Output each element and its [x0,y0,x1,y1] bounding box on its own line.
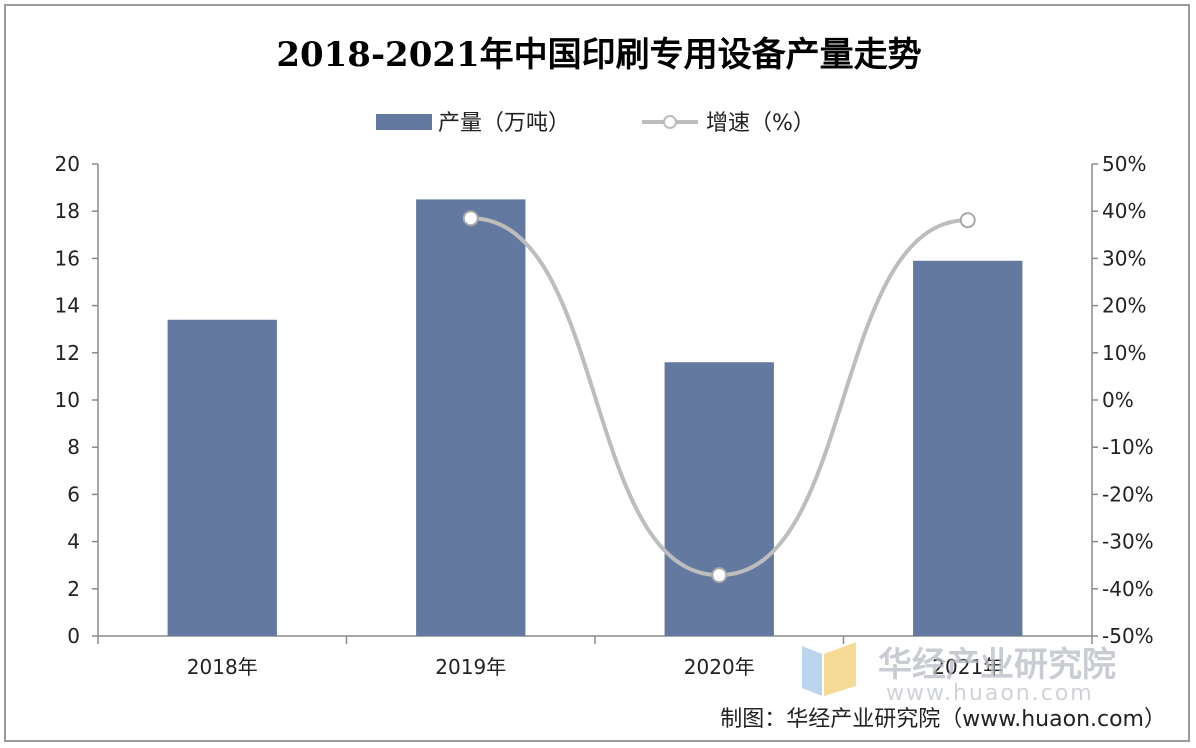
left-tick-label: 6 [67,482,80,506]
growth-point [959,212,976,229]
left-tick-label: 4 [67,530,80,554]
legend: 产量（万吨） 增速（%） [376,111,815,136]
legend-label-bar: 产量（万吨） [438,111,570,136]
growth-point [711,567,728,584]
left-tick-label: 12 [55,341,80,365]
right-tick-label: 40% [1102,199,1146,223]
bar [664,362,774,636]
legend-bar-swatch [376,114,432,130]
right-tick-label: -30% [1102,530,1154,554]
x-tick-label: 2021年 [932,655,1003,679]
left-tick-label: 2 [67,577,80,601]
right-tick-label: 10% [1102,341,1146,365]
chart-svg: 2018-2021年中国印刷专用设备产量走势 产量（万吨） 增速（%） 0 2 4 6… [55,35,1166,732]
watermark-name: 华经产业研究院 [878,645,1116,685]
bar [913,260,1023,636]
left-tick-label: 18 [55,199,80,223]
right-tick-label: -50% [1102,624,1154,648]
left-tick-label: 14 [55,294,80,318]
left-tick-label: 10 [55,388,80,412]
plot-area: 0 2 4 6 8 10 12 14 16 18 20 -50% -40% -30% -20% -10% 0% 1… [55,152,1154,679]
x-tick-label: 2018年 [187,655,258,679]
source-note: 制图：华经产业研究院（www.huaon.com） [720,707,1166,732]
right-tick-label: -20% [1102,482,1154,506]
right-tick-label: 30% [1102,246,1146,270]
right-tick-label: -10% [1102,435,1154,459]
right-tick-label: -40% [1102,577,1154,601]
x-tick-label: 2019年 [435,655,506,679]
right-tick-label: 20% [1102,294,1146,318]
legend-line-marker [663,115,677,129]
watermark-logo-left [802,646,822,696]
watermark-logo-right [824,642,856,696]
chart-frame: 2018-2021年中国印刷专用设备产量走势 产量（万吨） 增速（%） 0 2 4 6… [4,4,1190,742]
chart-title: 2018-2021年中国印刷专用设备产量走势 [276,35,921,75]
legend-label-line: 增速（%） [706,111,815,136]
watermark: 华经产业研究院 www.huaon.com [802,642,1116,706]
left-tick-label: 20 [55,152,80,176]
bar [167,319,277,636]
left-tick-label: 8 [67,435,80,459]
growth-point [462,210,479,227]
left-tick-label: 16 [55,246,80,270]
bar [416,199,526,636]
right-tick-label: 50% [1102,152,1146,176]
right-tick-label: 0% [1102,388,1134,412]
x-tick-label: 2020年 [684,655,755,679]
watermark-url: www.huaon.com [886,681,1094,706]
left-tick-label: 0 [67,624,80,648]
